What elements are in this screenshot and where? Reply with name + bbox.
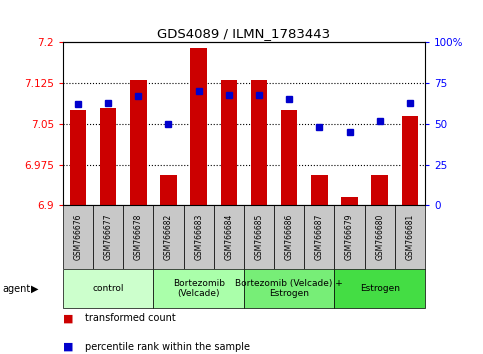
Text: percentile rank within the sample: percentile rank within the sample: [85, 342, 250, 352]
Bar: [281, 110, 298, 205]
Bar: [371, 176, 388, 205]
Text: ■: ■: [63, 313, 73, 323]
Text: GSM766680: GSM766680: [375, 214, 384, 261]
Text: control: control: [92, 284, 124, 293]
Bar: [190, 48, 207, 205]
Text: transformed count: transformed count: [85, 313, 175, 323]
Bar: [130, 80, 146, 205]
Text: ■: ■: [63, 342, 73, 352]
Text: Bortezomib
(Velcade): Bortezomib (Velcade): [172, 279, 225, 298]
Text: GSM766676: GSM766676: [73, 214, 83, 261]
Text: GSM766682: GSM766682: [164, 214, 173, 260]
Bar: [63, 205, 93, 269]
Text: GSM766679: GSM766679: [345, 214, 354, 261]
Bar: [70, 110, 86, 205]
Text: ▶: ▶: [31, 284, 39, 293]
Bar: [244, 269, 334, 308]
Text: GSM766683: GSM766683: [194, 214, 203, 261]
Text: GSM766678: GSM766678: [134, 214, 143, 261]
Bar: [221, 80, 237, 205]
Text: Estrogen: Estrogen: [360, 284, 400, 293]
Bar: [304, 205, 334, 269]
Text: GSM766681: GSM766681: [405, 214, 414, 260]
Text: GSM766686: GSM766686: [284, 214, 294, 261]
Bar: [341, 197, 358, 205]
Bar: [160, 176, 177, 205]
Text: GSM766677: GSM766677: [103, 214, 113, 261]
Text: GSM766684: GSM766684: [224, 214, 233, 261]
Text: Bortezomib (Velcade) +
Estrogen: Bortezomib (Velcade) + Estrogen: [235, 279, 343, 298]
Bar: [274, 205, 304, 269]
Bar: [154, 205, 184, 269]
Bar: [244, 205, 274, 269]
Bar: [251, 80, 267, 205]
Bar: [311, 176, 327, 205]
Bar: [184, 205, 213, 269]
Title: GDS4089 / ILMN_1783443: GDS4089 / ILMN_1783443: [157, 27, 330, 40]
Bar: [63, 269, 154, 308]
Bar: [100, 108, 116, 205]
Bar: [123, 205, 154, 269]
Bar: [395, 205, 425, 269]
Text: agent: agent: [2, 284, 30, 293]
Bar: [93, 205, 123, 269]
Bar: [402, 116, 418, 205]
Bar: [154, 269, 244, 308]
Bar: [334, 205, 365, 269]
Text: GSM766687: GSM766687: [315, 214, 324, 261]
Bar: [213, 205, 244, 269]
Bar: [334, 269, 425, 308]
Bar: [365, 205, 395, 269]
Text: GSM766685: GSM766685: [255, 214, 264, 261]
